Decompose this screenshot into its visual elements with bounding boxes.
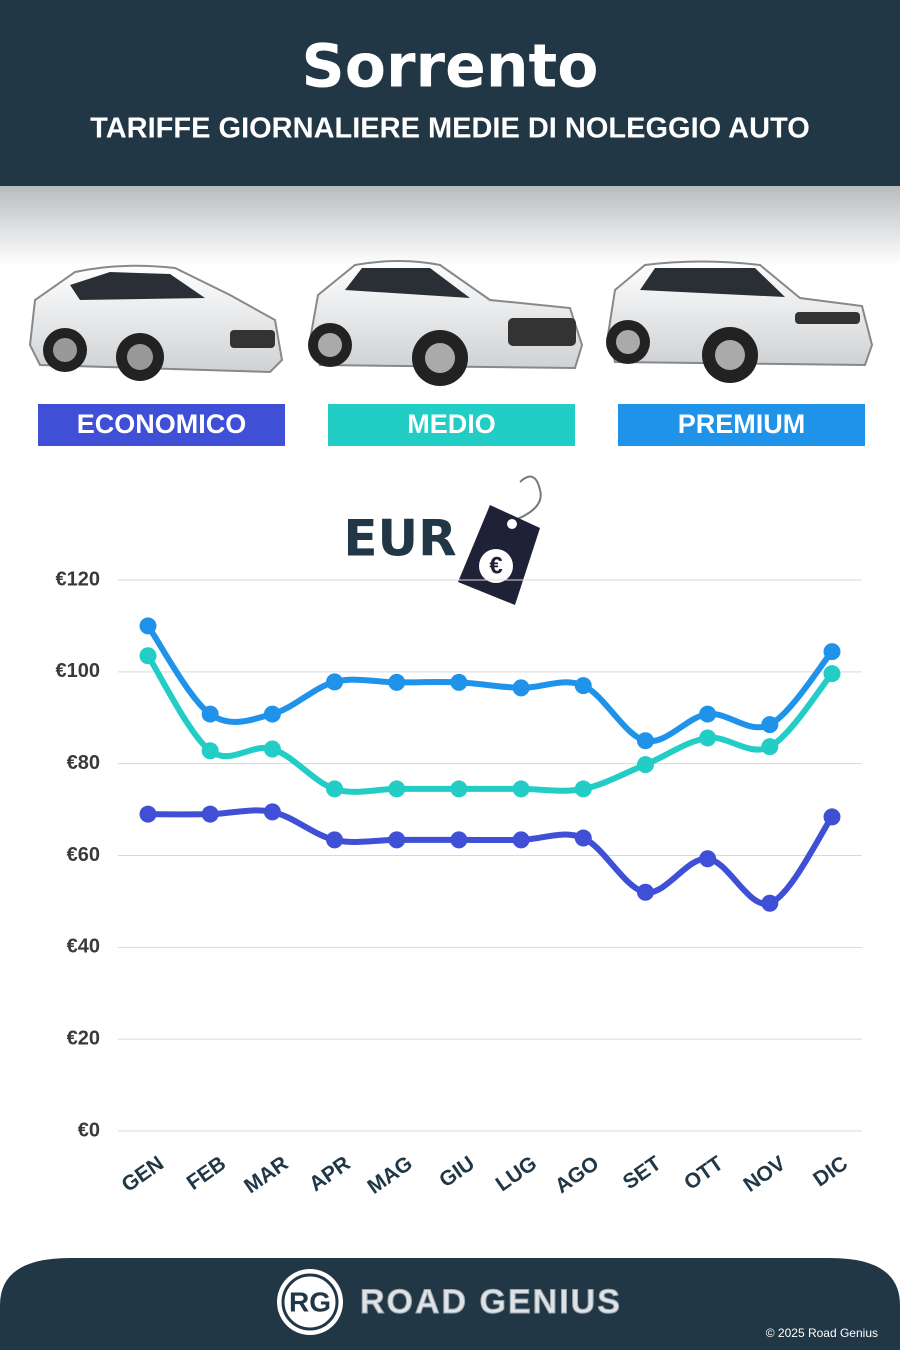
data-point <box>823 808 841 826</box>
plot-area: €0 €20 €40 €60 €80 €100 €120 GEN FEB MAR APR MAG GIU… <box>56 568 862 1199</box>
y-tick-label: €60 <box>67 844 100 866</box>
legend-label: MEDIO <box>407 409 496 439</box>
x-tick-label: GEN <box>118 1152 168 1197</box>
data-point <box>450 673 468 691</box>
y-tick-label: €40 <box>67 936 100 958</box>
data-point <box>326 673 344 691</box>
series-line <box>145 622 835 745</box>
x-tick-label: LUG <box>492 1152 542 1196</box>
data-point <box>636 756 654 774</box>
y-tick-label: €100 <box>56 660 101 682</box>
data-point <box>636 732 654 750</box>
x-tick-label: FEB <box>183 1152 231 1195</box>
legend-swatch <box>38 404 285 446</box>
copyright: © 2025 Road Genius <box>766 1326 878 1340</box>
legend-label: PREMIUM <box>678 409 806 439</box>
header-shadow <box>0 186 900 266</box>
data-point <box>388 673 406 691</box>
data-point <box>761 716 779 734</box>
data-point <box>326 780 344 798</box>
legend-swatch <box>618 404 865 446</box>
x-tick-label: OTT <box>680 1152 728 1195</box>
legend: ECONOMICO MEDIO PREMIUM <box>38 404 865 446</box>
data-point <box>450 780 468 798</box>
y-tick-label: €120 <box>56 568 101 590</box>
data-point <box>512 831 530 849</box>
x-tick-label: MAR <box>240 1152 292 1198</box>
data-point <box>201 705 219 723</box>
tag-hole <box>507 519 517 529</box>
data-point <box>388 780 406 798</box>
logo-badge <box>277 1269 343 1335</box>
data-point <box>201 742 219 760</box>
footer-band <box>0 1258 900 1350</box>
legend-swatch <box>328 404 575 446</box>
series-line <box>145 807 835 907</box>
logo-text: RG <box>289 1286 331 1317</box>
data-point <box>699 850 717 868</box>
data-point <box>574 829 592 847</box>
data-point <box>139 617 157 635</box>
y-tick-label: €20 <box>67 1027 100 1049</box>
data-point <box>823 643 841 661</box>
series-line <box>145 652 835 795</box>
data-point <box>636 883 654 901</box>
data-point <box>139 805 157 823</box>
x-tick-label: APR <box>305 1152 355 1196</box>
legend-label: ECONOMICO <box>77 409 247 439</box>
x-tick-label: NOV <box>739 1152 789 1197</box>
x-tick-label: AGO <box>551 1152 603 1198</box>
x-tick-label: GIU <box>435 1152 479 1192</box>
data-point <box>388 831 406 849</box>
data-point <box>512 679 530 697</box>
x-tick-label: SET <box>619 1152 666 1194</box>
currency-badge: EUR <box>343 510 456 568</box>
y-tick-label: €80 <box>67 752 100 774</box>
car-midsize <box>308 260 584 386</box>
data-point <box>263 705 281 723</box>
brand-name: ROAD GENIUS <box>360 1283 622 1321</box>
car-economy <box>28 264 284 381</box>
logo-ring <box>281 1273 339 1331</box>
data-point <box>512 780 530 798</box>
y-tick-label: €0 <box>78 1119 100 1141</box>
car-premium <box>606 260 874 383</box>
data-point <box>263 803 281 821</box>
x-tick-label: MAG <box>363 1152 416 1199</box>
tag-string <box>514 475 542 521</box>
tag-symbol: € <box>489 552 502 579</box>
x-tick-label: DIC <box>809 1152 852 1192</box>
data-point <box>823 665 841 683</box>
data-point <box>139 647 157 665</box>
data-point <box>201 805 219 823</box>
data-point <box>574 780 592 798</box>
tag-coin <box>479 549 513 583</box>
data-point <box>450 831 468 849</box>
chart-title: Sorrento <box>302 32 599 102</box>
data-point <box>761 738 779 756</box>
data-point <box>326 831 344 849</box>
data-point <box>761 894 779 912</box>
chart-subtitle: TARIFFE GIORNALIERE MEDIE DI NOLEGGIO AU… <box>90 113 810 145</box>
header-band <box>0 0 900 186</box>
data-point <box>263 740 281 758</box>
data-point <box>699 705 717 723</box>
data-point <box>574 677 592 695</box>
data-point <box>699 729 717 747</box>
